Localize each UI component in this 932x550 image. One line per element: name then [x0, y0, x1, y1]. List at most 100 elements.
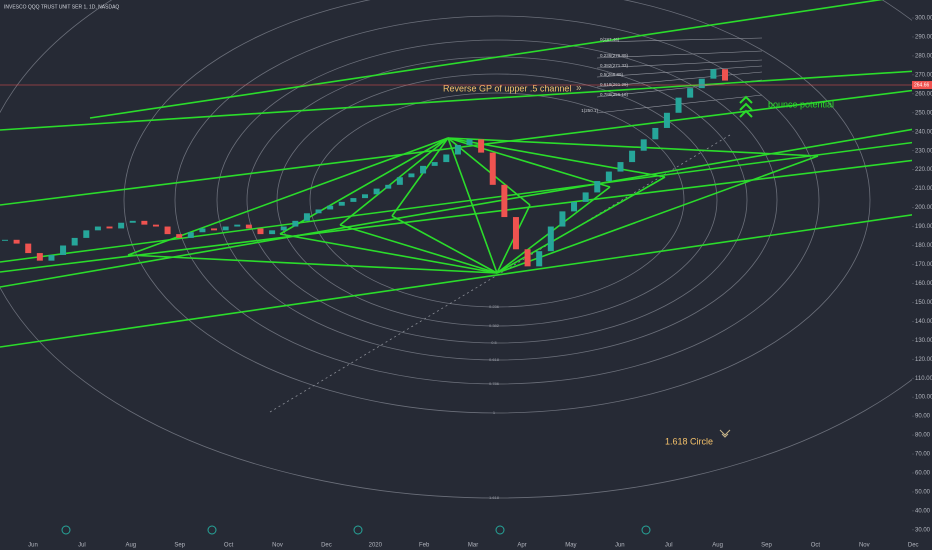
- candle: [466, 139, 473, 146]
- y-tick-label: 100.00: [915, 395, 932, 401]
- candles: [2, 69, 728, 267]
- y-tick-label: 110.00: [915, 376, 932, 382]
- y-tick-label: 180.00: [915, 243, 932, 249]
- channel-line: [0, 87, 932, 206]
- y-tick-label: 140.00: [915, 319, 932, 325]
- candle: [315, 209, 322, 214]
- x-tick-label: Nov: [859, 543, 870, 549]
- fib-line: [596, 65, 763, 78]
- y-tick-label: 70.00: [915, 452, 931, 458]
- fib-line: [596, 50, 763, 59]
- candle: [675, 97, 682, 113]
- candle: [710, 69, 717, 79]
- candle: [25, 243, 32, 254]
- channel-line: [0, 211, 932, 348]
- y-tick-label: 50.00: [915, 490, 931, 496]
- fib-label: 0.382(271.33): [600, 63, 629, 68]
- circle-label: 0.618: [489, 357, 500, 362]
- candle: [13, 239, 20, 244]
- fib-line: [596, 37, 763, 43]
- candle: [2, 239, 8, 241]
- candle: [559, 211, 566, 227]
- y-tick-label: 210.00: [915, 186, 932, 192]
- fan-line: [391, 137, 449, 217]
- event-icon: [61, 525, 71, 535]
- candle: [48, 254, 55, 261]
- candle: [303, 213, 310, 221]
- candle: [478, 139, 485, 153]
- candle: [420, 165, 427, 174]
- annotation: Reverse GP of upper .5 channel: [443, 83, 571, 93]
- candle: [211, 228, 218, 231]
- candle: [629, 150, 636, 163]
- x-tick-label: Aug: [125, 543, 136, 549]
- x-tick-label: Sep: [761, 543, 772, 549]
- x-tick-label: May: [565, 543, 576, 549]
- y-tick-label: 160.00: [915, 281, 932, 287]
- x-tick-label: Jun: [28, 543, 38, 549]
- x-tick-label: Jun: [615, 543, 625, 549]
- candle: [512, 217, 519, 250]
- x-tick-label: Mar: [468, 543, 478, 549]
- circle: [123, 0, 871, 414]
- event-icon: [207, 525, 217, 535]
- candle: [640, 139, 647, 151]
- candle: [94, 226, 101, 231]
- candle: [141, 220, 148, 225]
- candle: [652, 127, 659, 140]
- x-tick-label: Jul: [78, 543, 86, 549]
- annotation: 1.618 Circle: [665, 436, 713, 446]
- candle: [350, 198, 357, 202]
- fan-line: [339, 137, 449, 226]
- candle: [106, 226, 113, 229]
- fan-line: [496, 155, 819, 274]
- price-axis: [912, 0, 932, 550]
- x-tick-label: Aug: [712, 543, 723, 549]
- channel-line: [0, 157, 932, 273]
- candle: [71, 237, 78, 246]
- x-tick-label: Jul: [665, 543, 673, 549]
- candle: [222, 226, 229, 231]
- fib-label: 0.5(266.89): [600, 72, 624, 77]
- channel-line: [0, 125, 932, 288]
- fan-line: [339, 224, 498, 274]
- y-tick-label: 190.00: [915, 224, 932, 230]
- circle-label: 0.5: [491, 340, 497, 345]
- fib-label: 0(287.46): [600, 37, 620, 42]
- x-tick-label: Dec: [321, 543, 332, 549]
- fan-line: [127, 254, 498, 274]
- candle: [396, 177, 403, 185]
- circle: [0, 0, 932, 499]
- fan-line: [447, 137, 819, 157]
- circle-label: 1: [493, 410, 496, 415]
- y-tick-label: 40.00: [915, 508, 931, 514]
- circle-label: 0.382: [489, 323, 500, 328]
- candle: [60, 245, 67, 255]
- circle-label: 0.236: [489, 304, 500, 309]
- candle: [431, 162, 438, 166]
- candle: [373, 188, 380, 195]
- y-tick-label: 200.00: [915, 205, 932, 211]
- y-tick-label: 290.00: [915, 35, 932, 41]
- circle-label: 0.786: [489, 381, 500, 386]
- candle: [292, 220, 299, 227]
- candle: [663, 112, 670, 128]
- candle: [605, 171, 612, 182]
- candle: [722, 69, 728, 81]
- event-icon: [495, 525, 505, 535]
- candle: [698, 78, 705, 89]
- candle: [187, 232, 194, 238]
- x-tick-label: Oct: [224, 543, 234, 549]
- channel-line: [0, 69, 932, 131]
- circle: [216, 39, 778, 361]
- candle: [257, 228, 264, 235]
- channel-line: [89, 0, 884, 119]
- y-tick-label: 60.00: [915, 471, 931, 477]
- fib-line: [596, 71, 763, 88]
- fan-line: [447, 137, 498, 274]
- fib-label: 0.618(261.29): [600, 82, 629, 87]
- y-tick-label: 300.00: [915, 16, 932, 22]
- x-tick-label: Feb: [419, 543, 430, 549]
